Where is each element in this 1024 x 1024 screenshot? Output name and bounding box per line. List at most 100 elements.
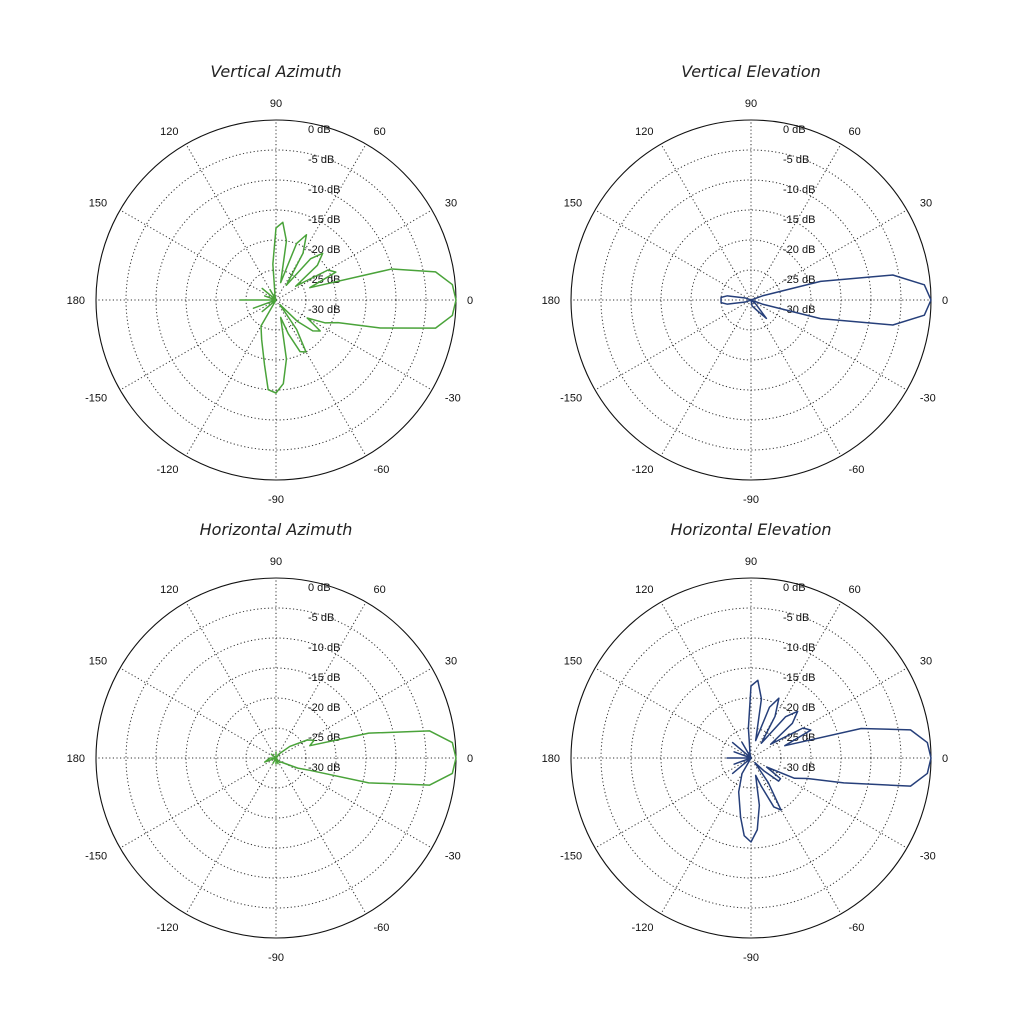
radial-tick-label: 0 dB — [308, 124, 331, 136]
angle-tick-label: 0 — [942, 753, 948, 765]
angle-tick-label: -120 — [631, 464, 653, 476]
grid-spoke — [185, 601, 277, 759]
angle-tick-label: 0 — [467, 295, 473, 307]
angle-tick-label: -60 — [849, 922, 865, 934]
grid-spoke — [275, 601, 367, 759]
angle-tick-label: 120 — [160, 126, 178, 138]
grid-spoke — [275, 299, 367, 457]
chart-title: Vertical Azimuth — [210, 62, 342, 81]
angle-tick-label: 30 — [445, 198, 457, 210]
radial-tick-label: -10 dB — [783, 184, 815, 196]
angle-tick-label: 150 — [564, 198, 582, 210]
grid-spoke — [275, 667, 433, 759]
radial-tick-label: -25 dB — [783, 274, 815, 286]
radial-tick-label: -20 dB — [308, 702, 340, 714]
radial-tick-label: -5 dB — [308, 154, 334, 166]
angle-tick-label: 150 — [564, 656, 582, 668]
chart-horizontal-elevation: Horizontal Elevation 0 30 60 90 120 150 180 -15… — [531, 520, 971, 990]
grid-spoke — [594, 757, 752, 849]
radial-tick-label: -5 dB — [783, 154, 809, 166]
angle-tick-label: -120 — [156, 922, 178, 934]
angle-tick-label: -30 — [920, 393, 936, 405]
angle-tick-label: -150 — [560, 393, 582, 405]
grid-spoke — [275, 299, 433, 391]
angle-tick-label: -90 — [743, 494, 759, 506]
grid-ring — [125, 607, 427, 909]
angle-tick-label: 150 — [89, 656, 107, 668]
radial-tick-label: -30 dB — [783, 762, 815, 774]
grid-spoke — [594, 667, 752, 759]
pattern-trace — [263, 730, 457, 786]
grid-spoke — [750, 757, 842, 915]
radial-tick-label: -5 dB — [308, 612, 334, 624]
angle-tick-label: -120 — [156, 464, 178, 476]
angle-tick-label: 60 — [849, 584, 861, 596]
grid-ring — [125, 149, 427, 451]
grid-ring — [215, 697, 337, 819]
radial-tick-label: -30 dB — [308, 304, 340, 316]
grid-spoke — [750, 601, 842, 759]
grid-ring — [600, 149, 902, 451]
pattern-trace — [726, 679, 932, 843]
angle-tick-label: 30 — [445, 656, 457, 668]
radial-tick-label: -15 dB — [783, 214, 815, 226]
grid-spoke — [750, 667, 908, 759]
angle-tick-label: 180 — [67, 753, 85, 765]
radial-tick-label: -15 dB — [783, 672, 815, 684]
chart-vertical-elevation: Vertical Elevation 0 30 60 90 120 150 180 -150 -… — [531, 62, 971, 532]
radial-tick-label: -10 dB — [308, 184, 340, 196]
angle-tick-label: 30 — [920, 656, 932, 668]
grid-ring — [215, 239, 337, 361]
grid-spoke — [119, 667, 277, 759]
angle-tick-label: -60 — [374, 464, 390, 476]
radial-tick-label: 0 dB — [783, 582, 806, 594]
radial-tick-label: -30 dB — [308, 762, 340, 774]
grid-spoke — [750, 757, 908, 849]
radial-tick-label: -20 dB — [783, 702, 815, 714]
polar-plot: 0 30 60 90 120 150 180 -150 -120 -90 -60 -30 0 dB -5 … — [542, 556, 948, 964]
angle-tick-label: -60 — [849, 464, 865, 476]
angle-tick-label: -30 — [445, 851, 461, 863]
angle-tick-label: -150 — [560, 851, 582, 863]
angle-tick-label: 120 — [635, 126, 653, 138]
grid-spoke — [750, 299, 842, 457]
radial-tick-label: -30 dB — [783, 304, 815, 316]
angle-tick-label: -150 — [85, 851, 107, 863]
angle-tick-label: -150 — [85, 393, 107, 405]
angle-tick-label: 150 — [89, 198, 107, 210]
grid-spoke — [750, 143, 842, 301]
angle-tick-label: -60 — [374, 922, 390, 934]
grid-spoke — [185, 757, 277, 915]
radial-tick-label: -20 dB — [783, 244, 815, 256]
angle-tick-label: 180 — [542, 295, 560, 307]
grid-spoke — [119, 209, 277, 301]
grid-spoke — [750, 299, 908, 391]
angle-tick-label: 180 — [67, 295, 85, 307]
angle-tick-label: -120 — [631, 922, 653, 934]
radial-tick-label: 0 dB — [308, 582, 331, 594]
grid-spoke — [275, 757, 433, 849]
angle-tick-label: -30 — [920, 851, 936, 863]
radial-tick-label: -10 dB — [308, 642, 340, 654]
angle-tick-label: 0 — [467, 753, 473, 765]
grid-spoke — [119, 299, 277, 391]
radial-tick-label: -5 dB — [783, 612, 809, 624]
radial-tick-label: 0 dB — [783, 124, 806, 136]
chart-vertical-azimuth: Vertical Azimuth 0 30 60 90 120 150 180 -150 -12… — [56, 62, 496, 532]
radial-tick-label: -10 dB — [783, 642, 815, 654]
polar-plot: 0 30 60 90 120 150 180 -150 -120 -90 -60 -30 0 dB -5 … — [542, 98, 948, 506]
angle-tick-label: 60 — [374, 126, 386, 138]
grid-spoke — [750, 209, 908, 301]
angle-tick-label: 90 — [270, 98, 282, 110]
chart-title: Horizontal Elevation — [670, 520, 832, 539]
grid-spoke — [594, 299, 752, 391]
grid-ring — [600, 607, 902, 909]
grid-spoke — [660, 143, 752, 301]
angle-tick-label: 0 — [942, 295, 948, 307]
pattern-trace — [239, 221, 457, 394]
angle-tick-label: 60 — [374, 584, 386, 596]
angle-tick-label: 90 — [270, 556, 282, 568]
angle-tick-label: -30 — [445, 393, 461, 405]
grid-ring — [690, 697, 812, 819]
grid-spoke — [275, 143, 367, 301]
